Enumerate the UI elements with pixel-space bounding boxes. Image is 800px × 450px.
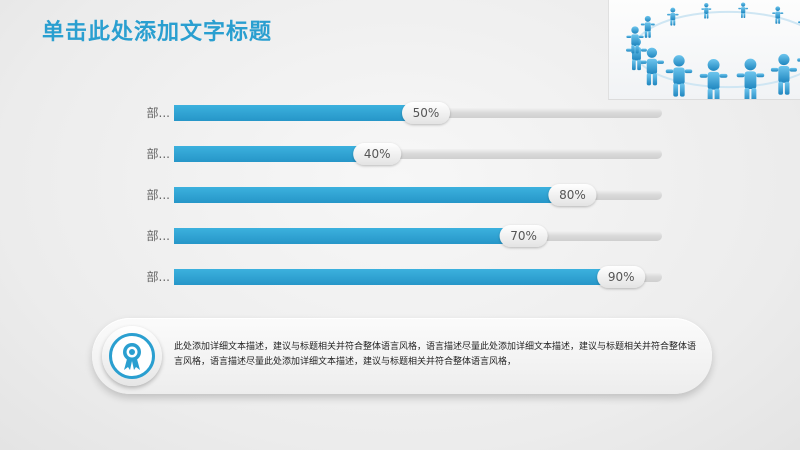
- page-title: 单击此处添加文字标题: [42, 20, 273, 45]
- bar: [174, 105, 418, 121]
- award-badge-icon: [123, 343, 141, 370]
- person-figure: [667, 7, 679, 26]
- person-figure: [736, 58, 765, 99]
- category-label: 部...: [147, 146, 170, 161]
- description-text: 此处添加详细文本描述，建议与标题相关并符合整体语言风格，语言描述尽量此处添加详细…: [174, 342, 697, 367]
- data-label: 80%: [559, 188, 586, 202]
- person-figure: [640, 15, 655, 38]
- person-figure: [699, 59, 728, 99]
- category-label: 部...: [147, 228, 170, 243]
- person-figure: [770, 53, 797, 95]
- category-label: 部...: [147, 105, 170, 120]
- data-label: 50%: [413, 106, 440, 120]
- person-figure: [797, 58, 800, 62]
- person-figure: [626, 26, 644, 54]
- bar: [174, 269, 614, 285]
- data-label: 90%: [608, 270, 635, 284]
- category-label: 部...: [147, 269, 170, 284]
- bar: [174, 187, 565, 203]
- category-label: 部...: [147, 187, 170, 202]
- data-label: 70%: [510, 229, 537, 243]
- value-pill: [597, 266, 646, 288]
- value-pill: [402, 102, 450, 124]
- value-pill: [499, 225, 548, 247]
- person-figure: [701, 2, 712, 19]
- person-figure: [738, 2, 749, 18]
- value-pill: [353, 143, 402, 165]
- person-figure: [772, 6, 784, 24]
- award-badge: [102, 326, 162, 386]
- progress-bar-chart: 部... 50% 部... 40% 部... 80% 部... 70% 部... 90%: [147, 102, 662, 288]
- description-panel: 此处添加详细文本描述，建议与标题相关并符合整体语言风格，语言描述尽量此处添加详细…: [92, 318, 712, 394]
- people-circle-icon: [608, 0, 800, 100]
- bar: [174, 146, 370, 162]
- value-pill: [548, 184, 597, 206]
- bar: [174, 228, 516, 244]
- person-figure: [665, 55, 693, 97]
- person-figure: [639, 47, 664, 86]
- data-label: 40%: [364, 147, 391, 161]
